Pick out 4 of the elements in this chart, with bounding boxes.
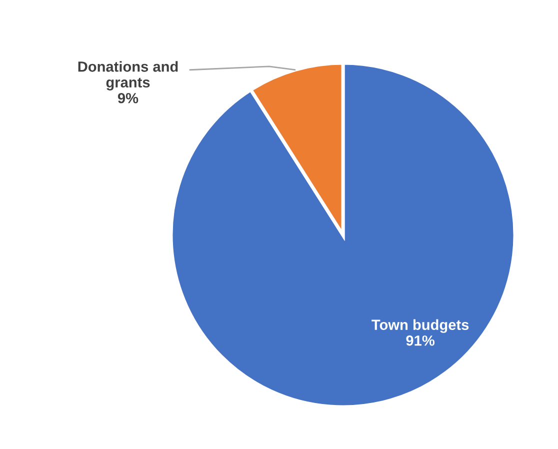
slice-label: Town budgets xyxy=(372,319,469,333)
slice-label: Donations and grants xyxy=(78,61,178,90)
data-label: 9% xyxy=(118,92,138,104)
data-label: 91% xyxy=(406,335,435,346)
